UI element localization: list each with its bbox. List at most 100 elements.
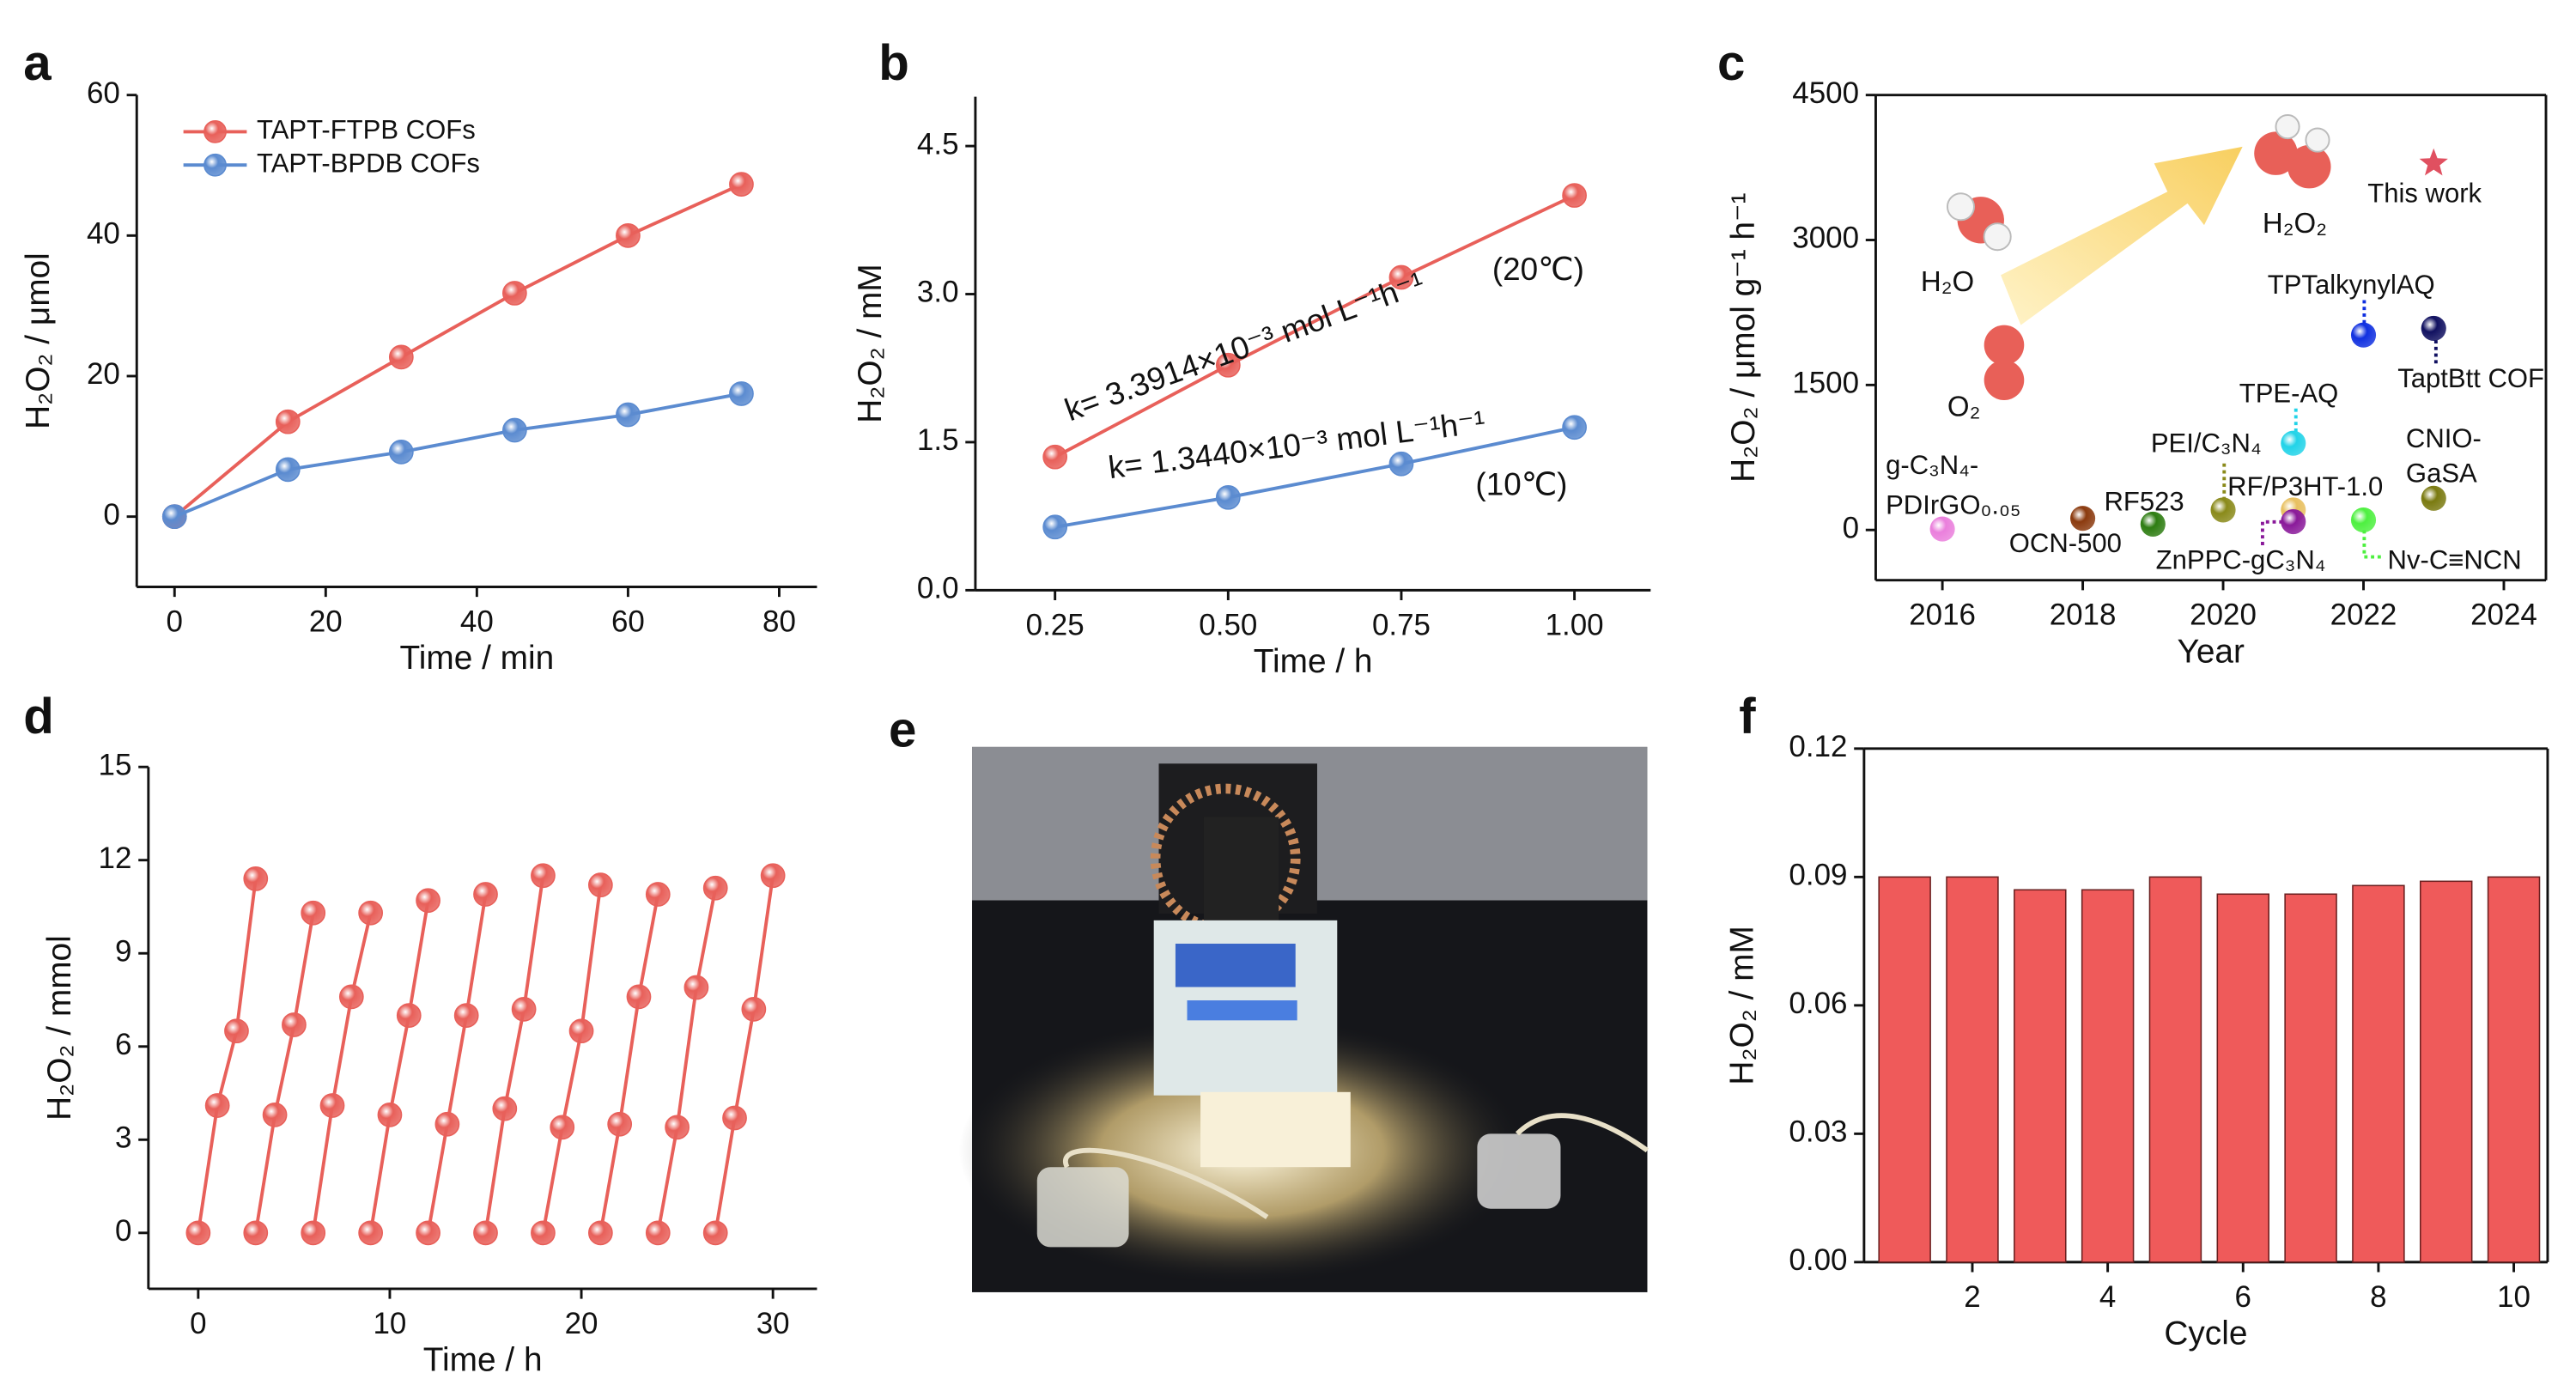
data-point — [301, 1220, 326, 1246]
x-tick-label: 4 — [2099, 1280, 2116, 1314]
bar — [1878, 876, 1931, 1263]
data-point — [702, 875, 728, 901]
annotation: O₂ — [1947, 390, 1980, 422]
data-point — [161, 504, 187, 530]
data-point — [665, 1115, 690, 1140]
bar — [2284, 893, 2337, 1263]
annotation: (20℃) — [1492, 252, 1584, 287]
panel-letter: e — [889, 702, 916, 758]
point-label: RF523 — [2104, 487, 2184, 517]
panel-letter: f — [1739, 689, 1756, 744]
atom — [2287, 144, 2331, 189]
point-label: g-C₃N₄- — [1886, 450, 1978, 480]
data-point — [1042, 444, 1068, 470]
x-tick-label: 2 — [1964, 1280, 1980, 1314]
connector — [2260, 519, 2296, 547]
photo-display — [1175, 944, 1296, 987]
data-point — [388, 440, 414, 465]
photo-base — [1200, 1091, 1351, 1168]
series-line — [426, 894, 488, 1234]
data-point — [1388, 451, 1414, 477]
photo-tube — [1063, 1113, 1649, 1219]
y-tick-label: 1500 — [1792, 367, 1859, 400]
atom — [1983, 222, 2012, 252]
annotation: (10℃) — [1475, 467, 1567, 502]
photo-reactor — [1477, 1133, 1561, 1209]
data-point — [607, 1111, 633, 1137]
x-tick-label: 0.25 — [1026, 608, 1084, 641]
data-point — [2070, 506, 2096, 532]
point-label: This work — [2367, 178, 2482, 208]
data-point — [2350, 507, 2377, 533]
data-point — [377, 1102, 403, 1127]
data-point — [1215, 352, 1241, 378]
x-tick-label: 0 — [190, 1307, 206, 1340]
data-point — [729, 381, 754, 406]
data-point — [338, 984, 364, 1010]
y-tick-label: 3.0 — [917, 276, 959, 309]
bar — [2420, 880, 2473, 1263]
data-point — [243, 866, 269, 891]
data-point — [1562, 415, 1587, 440]
x-axis-label: Year — [2178, 633, 2245, 670]
y-axis-label: H₂O₂ / mM — [852, 264, 889, 422]
bar — [2081, 889, 2135, 1263]
data-point — [2350, 322, 2377, 348]
data-point — [2140, 511, 2166, 537]
bar — [2148, 876, 2202, 1263]
photo-fan — [1150, 783, 1301, 934]
y-tick-label: 12 — [99, 841, 132, 875]
arrow — [2001, 146, 2243, 325]
y-tick-label: 0.09 — [1789, 859, 1847, 892]
data-point — [531, 863, 556, 889]
y-tick-label: 4.5 — [917, 127, 959, 161]
legend-label: TAPT-FTPB COFs — [257, 115, 476, 145]
y-tick-label: 3000 — [1792, 222, 1859, 255]
data-point — [616, 402, 641, 428]
y-tick-label: 0.0 — [917, 572, 959, 605]
data-point — [358, 900, 384, 926]
data-point — [550, 1115, 575, 1140]
data-point — [185, 1220, 211, 1246]
data-point — [511, 996, 537, 1022]
data-point — [492, 1096, 518, 1121]
data-point — [760, 863, 786, 889]
y-axis-label: H₂O₂ / μmol — [20, 252, 57, 429]
annotation: k= 3.3914×10⁻³ mol L⁻¹h⁻¹ — [1060, 265, 1429, 428]
x-axis-label: Cycle — [2164, 1315, 2247, 1352]
legend-marker — [204, 119, 227, 143]
panel-letter: c — [1717, 35, 1745, 91]
data-point — [2281, 508, 2306, 535]
point-label: CNIO- — [2406, 423, 2482, 453]
data-point — [741, 996, 767, 1022]
data-point — [416, 888, 440, 914]
y-tick-label: 0 — [1843, 511, 1859, 544]
point-label: ZnPPC-gC₃N₄ — [2156, 545, 2326, 575]
data-point — [1042, 514, 1068, 540]
y-axis-label: H₂O₂ / μmol g⁻¹ h⁻¹ — [1725, 192, 1762, 482]
data-point — [319, 1093, 345, 1118]
x-axis-label: Time / h — [1254, 643, 1373, 680]
data-point — [2210, 497, 2236, 523]
y-tick-label: 0.00 — [1789, 1243, 1847, 1277]
data-point — [358, 1220, 384, 1246]
x-tick-label: 10 — [374, 1307, 407, 1340]
y-tick-label: 4500 — [1792, 76, 1859, 110]
x-tick-label: 2018 — [2050, 598, 2117, 632]
y-tick-label: 9 — [115, 934, 131, 968]
x-tick-label: 0.75 — [1372, 608, 1431, 641]
data-point — [502, 417, 527, 443]
series-line — [173, 182, 743, 519]
point-label: TPE-AQ — [2239, 378, 2339, 408]
x-tick-label: 30 — [756, 1307, 790, 1340]
data-point — [473, 1220, 498, 1246]
x-tick-label: 1.00 — [1546, 608, 1604, 641]
data-point — [645, 882, 671, 907]
series-line — [196, 878, 258, 1234]
data-point — [473, 882, 498, 907]
y-tick-label: 3 — [115, 1121, 131, 1155]
data-point — [645, 1220, 671, 1246]
series-line — [1054, 193, 1576, 459]
